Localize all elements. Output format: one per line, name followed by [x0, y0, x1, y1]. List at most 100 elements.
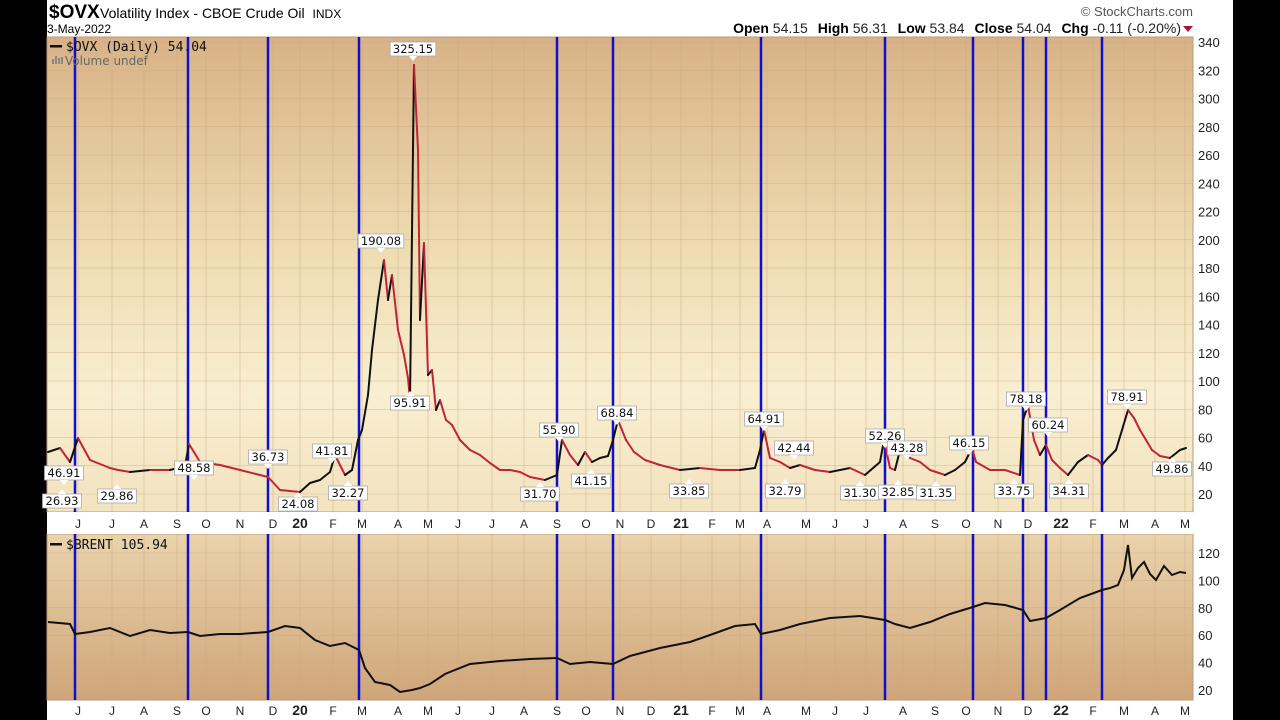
svg-text:49.86: 49.86 [1156, 462, 1189, 476]
x-axis-middle: J J A S O N D 20 F M A M J J A S O N D 21 F M A M J J A S O N D 22 F M A M [47, 512, 1193, 534]
svg-text:40: 40 [1198, 459, 1212, 474]
data-label: 64.91 [744, 411, 784, 431]
svg-text:95.91: 95.91 [394, 396, 427, 410]
close-value: 54.04 [1016, 20, 1052, 36]
svg-text:A: A [1151, 517, 1159, 531]
data-label: 48.58 [174, 460, 214, 480]
low-value: 53.84 [929, 20, 965, 36]
svg-text:M: M [1119, 517, 1129, 531]
data-label: 41.15 [571, 469, 611, 489]
chg-label: Chg [1061, 20, 1089, 36]
svg-text:36.73: 36.73 [252, 450, 285, 464]
svg-text:M: M [735, 704, 745, 718]
chart-date: 3-May-2022 [47, 22, 112, 36]
svg-text:22: 22 [1053, 702, 1069, 718]
data-label: 33.85 [669, 479, 709, 499]
data-label: 95.91 [390, 391, 430, 411]
symbol-name: Volatility Index - CBOE Crude Oil INDX [100, 5, 341, 21]
volume-note: Volume undef [65, 54, 149, 68]
svg-text:S: S [931, 704, 939, 718]
copyright[interactable]: © StockCharts.com [1080, 4, 1193, 19]
svg-text:D: D [269, 704, 278, 718]
data-label: 32.27 [328, 481, 368, 501]
data-label: 43.28 [887, 440, 927, 460]
svg-text:64.91: 64.91 [748, 412, 781, 426]
symbol-full-name: Volatility Index - CBOE Crude Oil [100, 5, 305, 21]
svg-text:S: S [173, 704, 181, 718]
svg-text:N: N [994, 517, 1003, 531]
data-label: 78.91 [1107, 389, 1147, 409]
svg-text:M: M [801, 704, 811, 718]
svg-text:O: O [201, 704, 210, 718]
svg-text:325.15: 325.15 [393, 42, 433, 56]
svg-text:J: J [75, 517, 81, 531]
svg-text:A: A [1151, 704, 1159, 718]
svg-text:M: M [1119, 704, 1129, 718]
data-label: 68.84 [597, 405, 637, 425]
svg-text:26.93: 26.93 [46, 494, 79, 508]
exchange-label: INDX [312, 7, 342, 21]
svg-text:F: F [1089, 517, 1096, 531]
data-label: 325.15 [389, 41, 437, 61]
svg-text:N: N [236, 517, 245, 531]
svg-text:M: M [1180, 517, 1190, 531]
svg-text:68.84: 68.84 [601, 406, 634, 420]
brent-series [47, 544, 1187, 694]
x-axis-bottom: J J A S O N D 20 F M A M J J A S O N D 21 F M A M J J A S O N D 22 F M A M [75, 702, 1190, 718]
svg-text:D: D [647, 704, 656, 718]
chg-value: -0.11 (-0.20%) [1092, 20, 1181, 36]
data-label: 52.26 [865, 428, 905, 448]
svg-text:160: 160 [1198, 289, 1220, 304]
data-label: 46.91 [44, 465, 84, 485]
svg-text:24.08: 24.08 [282, 497, 315, 511]
svg-text:F: F [329, 517, 336, 531]
svg-text:A: A [520, 517, 528, 531]
data-label: 41.81 [312, 443, 352, 463]
data-label: 31.30 [840, 481, 880, 501]
svg-text:40: 40 [1198, 656, 1212, 671]
svg-text:J: J [455, 704, 461, 718]
down-triangle-icon [1183, 26, 1193, 33]
data-label: 32.85 [878, 480, 918, 500]
svg-text:60: 60 [1198, 431, 1212, 446]
svg-text:J: J [109, 517, 115, 531]
svg-text:D: D [647, 517, 656, 531]
svg-text:A: A [763, 704, 771, 718]
svg-text:O: O [581, 704, 590, 718]
brent-legend: $BRENT 105.94 [66, 538, 168, 553]
svg-text:33.85: 33.85 [673, 484, 706, 498]
svg-text:M: M [735, 517, 745, 531]
data-label: 55.90 [539, 422, 579, 442]
svg-text:A: A [394, 704, 402, 718]
svg-text:J: J [863, 517, 869, 531]
svg-text:N: N [236, 704, 245, 718]
svg-text:M: M [423, 704, 433, 718]
svg-text:D: D [1024, 704, 1033, 718]
svg-text:A: A [520, 704, 528, 718]
data-label: 60.24 [1028, 417, 1068, 437]
svg-text:J: J [109, 704, 115, 718]
svg-text:20: 20 [292, 702, 308, 718]
svg-text:D: D [269, 517, 278, 531]
svg-text:41.15: 41.15 [575, 474, 608, 488]
svg-text:240: 240 [1198, 176, 1220, 191]
svg-text:32.27: 32.27 [332, 486, 365, 500]
svg-text:78.91: 78.91 [1111, 390, 1144, 404]
svg-text:200: 200 [1198, 233, 1220, 248]
svg-text:20: 20 [1198, 487, 1212, 502]
svg-text:22: 22 [1053, 515, 1069, 531]
svg-text:J: J [863, 704, 869, 718]
svg-text:300: 300 [1198, 92, 1220, 107]
open-label: Open [733, 20, 769, 36]
open-value: 54.15 [772, 20, 808, 36]
svg-text:32.85: 32.85 [882, 485, 915, 499]
symbol-title: $OVX [49, 2, 100, 23]
svg-text:N: N [616, 517, 625, 531]
svg-text:J: J [455, 517, 461, 531]
svg-text:J: J [489, 704, 495, 718]
data-label: 49.86 [1152, 457, 1192, 477]
close-label: Close [974, 20, 1013, 36]
brent-legend-swatch [50, 543, 62, 546]
data-label: 29.86 [97, 484, 137, 504]
brent-y-axis: 20 40 60 80 100 120 [1198, 546, 1220, 698]
